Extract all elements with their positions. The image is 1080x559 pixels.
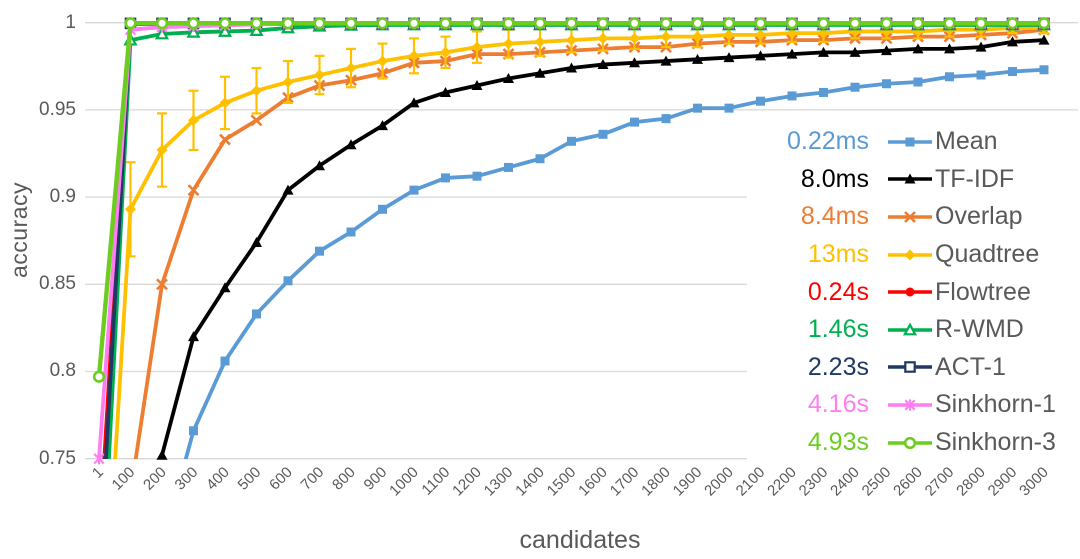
svg-text:3000: 3000 — [1016, 464, 1052, 500]
svg-text:2400: 2400 — [827, 464, 863, 500]
svg-text:2300: 2300 — [796, 464, 832, 500]
open-square-marker-icon — [887, 359, 933, 375]
svg-text:1900: 1900 — [670, 464, 706, 500]
legend-label: Sinkhorn-3 — [935, 428, 1056, 457]
legend-row: 8.4ms Overlap — [747, 198, 1080, 236]
svg-text:500: 500 — [235, 464, 265, 494]
filled-triangle-marker-icon — [887, 171, 933, 187]
filled-circle-marker-icon — [887, 284, 933, 300]
legend-row: 1.46s R-WMD — [747, 311, 1080, 349]
legend-label: Overlap — [935, 202, 1023, 231]
svg-text:2800: 2800 — [953, 464, 989, 500]
y-tick-label: 0.95 — [39, 99, 76, 120]
svg-text:1300: 1300 — [481, 464, 517, 500]
svg-text:1700: 1700 — [607, 464, 643, 500]
svg-text:1500: 1500 — [544, 464, 580, 500]
legend-time: 0.22ms — [787, 127, 869, 156]
legend: 0.22ms Mean 8.0ms TF-IDF 8.4ms Overlap 1… — [747, 121, 1080, 462]
svg-text:2600: 2600 — [890, 464, 926, 500]
svg-text:1100: 1100 — [418, 464, 453, 499]
svg-text:400: 400 — [203, 464, 233, 494]
legend-time: 2.23s — [807, 352, 869, 381]
svg-text:1000: 1000 — [386, 464, 422, 500]
filled-diamond-marker-icon — [887, 247, 933, 263]
legend-time: 4.93s — [807, 428, 869, 457]
y-tick-label: 0.9 — [49, 186, 76, 207]
svg-text:900: 900 — [361, 464, 391, 494]
legend-time: 8.4ms — [800, 202, 869, 231]
svg-text:300: 300 — [172, 464, 202, 494]
legend-time: 13ms — [807, 240, 869, 269]
svg-text:800: 800 — [329, 464, 359, 494]
legend-label: Sinkhorn-1 — [935, 390, 1056, 419]
svg-text:2900: 2900 — [985, 464, 1021, 500]
legend-label: R-WMD — [935, 315, 1024, 344]
y-tick-label: 1 — [65, 12, 76, 33]
legend-row: 4.93s Sinkhorn-3 — [747, 424, 1080, 462]
legend-time: 0.24s — [807, 277, 869, 306]
filled-square-marker-icon — [887, 134, 933, 150]
legend-time: 8.0ms — [800, 164, 869, 193]
x-axis-title: candidates — [519, 526, 641, 554]
svg-text:1400: 1400 — [512, 464, 548, 500]
svg-text:2500: 2500 — [859, 464, 895, 500]
svg-text:700: 700 — [298, 464, 328, 494]
svg-text:2700: 2700 — [922, 464, 958, 500]
legend-row: 0.22ms Mean — [747, 123, 1080, 161]
legend-label: Quadtree — [935, 240, 1040, 269]
svg-text:1600: 1600 — [575, 464, 611, 500]
y-axis-title: accuracy — [6, 182, 32, 279]
y-tick-label: 0.8 — [49, 360, 76, 381]
svg-text:2100: 2100 — [733, 464, 769, 500]
open-triangle-marker-icon — [887, 322, 933, 338]
svg-text:2200: 2200 — [764, 464, 800, 500]
legend-label: TF-IDF — [935, 164, 1015, 193]
svg-text:1: 1 — [89, 464, 107, 482]
legend-row: 13ms Quadtree — [747, 236, 1080, 274]
y-tick-label: 0.85 — [39, 273, 76, 294]
x-cross-marker-icon — [887, 209, 933, 225]
legend-label: ACT-1 — [935, 352, 1006, 381]
y-tick-label: 0.75 — [39, 448, 76, 469]
legend-time: 1.46s — [807, 315, 869, 344]
legend-time: 4.16s — [807, 390, 869, 419]
legend-label: Flowtree — [935, 277, 1031, 306]
legend-row: 2.23s ACT-1 — [747, 349, 1080, 387]
svg-text:2000: 2000 — [701, 464, 737, 500]
svg-text:600: 600 — [266, 464, 296, 494]
legend-row: 0.24s Flowtree — [747, 273, 1080, 311]
svg-text:1800: 1800 — [638, 464, 674, 500]
legend-row: 8.0ms TF-IDF — [747, 161, 1080, 199]
legend-row: 4.16s Sinkhorn-1 — [747, 386, 1080, 424]
svg-text:100: 100 — [109, 464, 139, 494]
svg-text:1200: 1200 — [449, 464, 485, 500]
star-marker-icon — [887, 397, 933, 413]
legend-label: Mean — [935, 127, 998, 156]
svg-text:200: 200 — [140, 464, 170, 494]
open-circle-marker-icon — [887, 435, 933, 451]
